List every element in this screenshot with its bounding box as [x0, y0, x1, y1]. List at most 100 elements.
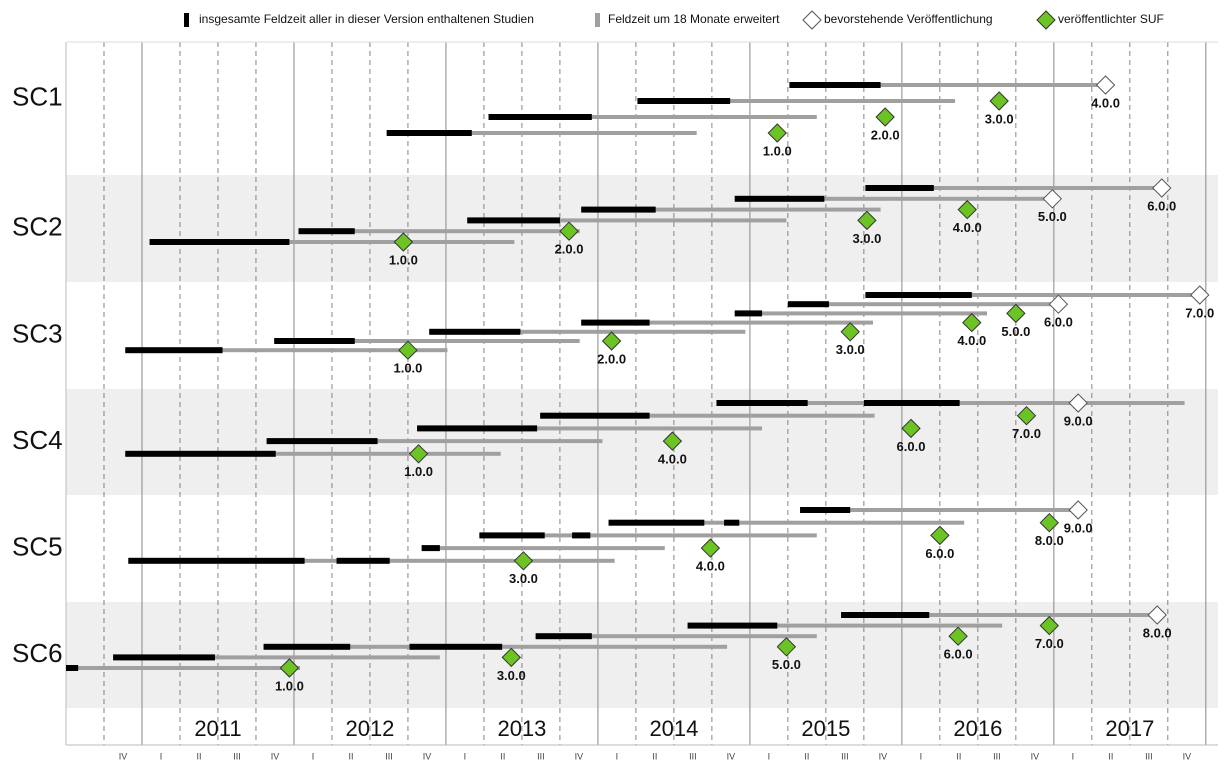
quarter-label: III [233, 751, 241, 761]
extended-bar [429, 329, 746, 334]
quarter-label: III [841, 751, 849, 761]
quarter-label: IV [727, 751, 736, 761]
fieldwork-bar [581, 319, 650, 326]
fieldwork-bar [66, 665, 79, 671]
version-label: 2.0.0 [597, 351, 626, 366]
quarter-label: II [652, 751, 657, 761]
published-marker [948, 626, 968, 646]
extended-bar [581, 320, 874, 325]
published-marker [1039, 615, 1060, 636]
version-label: 2.0.0 [555, 242, 584, 257]
published-marker [398, 340, 418, 360]
published-marker [776, 637, 797, 657]
version-label: 5.0.0 [1038, 209, 1067, 224]
quarter-label: IV [423, 751, 432, 761]
version-label: 9.0.0 [1064, 520, 1093, 535]
quarter-label: I [312, 751, 315, 761]
quarter-label: III [385, 751, 393, 761]
extended-bar [113, 655, 440, 660]
legend-swatch [1036, 10, 1056, 30]
version-label: 7.0.0 [1035, 636, 1064, 651]
fieldwork-bar [608, 519, 705, 526]
quarter-label: IV [1031, 751, 1040, 761]
extended-bar [467, 218, 787, 223]
quarter-label: III [537, 751, 545, 761]
extended-bar [687, 623, 1003, 628]
version-label: 7.0.0 [1012, 426, 1041, 441]
version-label: 8.0.0 [1143, 625, 1172, 640]
extended-bar [125, 348, 448, 353]
fieldwork-bar [266, 438, 378, 445]
version-label: 1.0.0 [275, 678, 304, 693]
fieldwork-bar [572, 532, 591, 539]
version-label: 4.0.0 [953, 220, 982, 235]
quarter-label: IV [1183, 751, 1192, 761]
version-label: 3.0.0 [985, 111, 1014, 126]
published-marker [601, 331, 622, 351]
legend-swatch [184, 13, 189, 27]
quarter-label: II [196, 751, 201, 761]
fieldwork-bar [409, 643, 503, 650]
extended-bar [386, 131, 697, 135]
upcoming-marker [1190, 285, 1210, 305]
version-label: 1.0.0 [404, 464, 433, 479]
fieldwork-bar [125, 347, 223, 354]
version-label: 3.0.0 [509, 571, 538, 586]
upcoming-marker [1147, 605, 1167, 625]
legend: insgesamte Feldzeit aller in dieser Vers… [184, 10, 1164, 30]
fieldwork-bar [417, 425, 538, 432]
version-label: 4.0.0 [658, 452, 687, 467]
upcoming-marker [1048, 294, 1069, 314]
published-marker [700, 538, 721, 558]
version-label: 1.0.0 [393, 361, 422, 376]
version-label: 1.0.0 [389, 252, 418, 267]
quarter-label: I [616, 751, 619, 761]
quarter-label: I [920, 751, 923, 761]
quarter-label: III [1145, 751, 1153, 761]
extended-bar [488, 115, 817, 119]
published-marker [559, 221, 579, 241]
fieldwork-bar [274, 338, 355, 344]
legend-label: veröffentlichter SUF [1058, 12, 1164, 26]
legend-swatch [802, 10, 822, 30]
fieldwork-bar [724, 519, 740, 526]
quarter-label: IV [119, 751, 128, 761]
year-label: 2015 [801, 716, 850, 741]
extended-bar [149, 240, 515, 244]
published-marker [957, 199, 977, 220]
fieldwork-bar [865, 292, 972, 298]
extended-bar [274, 339, 580, 343]
extended-bar [800, 508, 1079, 512]
extended-bar [734, 311, 987, 316]
published-marker [279, 658, 300, 678]
version-label: 5.0.0 [772, 657, 801, 672]
extended-bar [421, 546, 665, 551]
row-band [66, 175, 1218, 282]
extended-bar [734, 196, 1053, 201]
published-marker [857, 210, 877, 231]
published-marker [767, 123, 787, 143]
extended-bar [789, 83, 1106, 87]
version-label: 3.0.0 [497, 668, 526, 683]
version-label: 4.0.0 [1091, 95, 1120, 110]
published-marker [662, 431, 683, 451]
quarter-label: IV [271, 751, 280, 761]
extended-bar [637, 99, 956, 103]
version-label: 6.0.0 [1147, 198, 1176, 213]
fieldwork-bar [841, 612, 930, 618]
extended-bar [608, 520, 965, 525]
extended-bar [66, 666, 301, 670]
fieldwork-bar [263, 643, 351, 650]
fieldwork-bar [716, 400, 808, 406]
legend-label: Feldzeit um 18 Monate erweitert [608, 12, 780, 26]
upcoming-marker [1152, 178, 1172, 198]
group-label: SC4 [12, 425, 63, 455]
version-label: 6.0.0 [944, 647, 973, 662]
fieldwork-bar [540, 412, 650, 419]
published-marker [408, 444, 429, 464]
fieldwork-bar [581, 206, 656, 213]
extended-bar [535, 634, 817, 639]
version-label: 6.0.0 [897, 439, 926, 454]
upcoming-marker [1095, 75, 1116, 95]
